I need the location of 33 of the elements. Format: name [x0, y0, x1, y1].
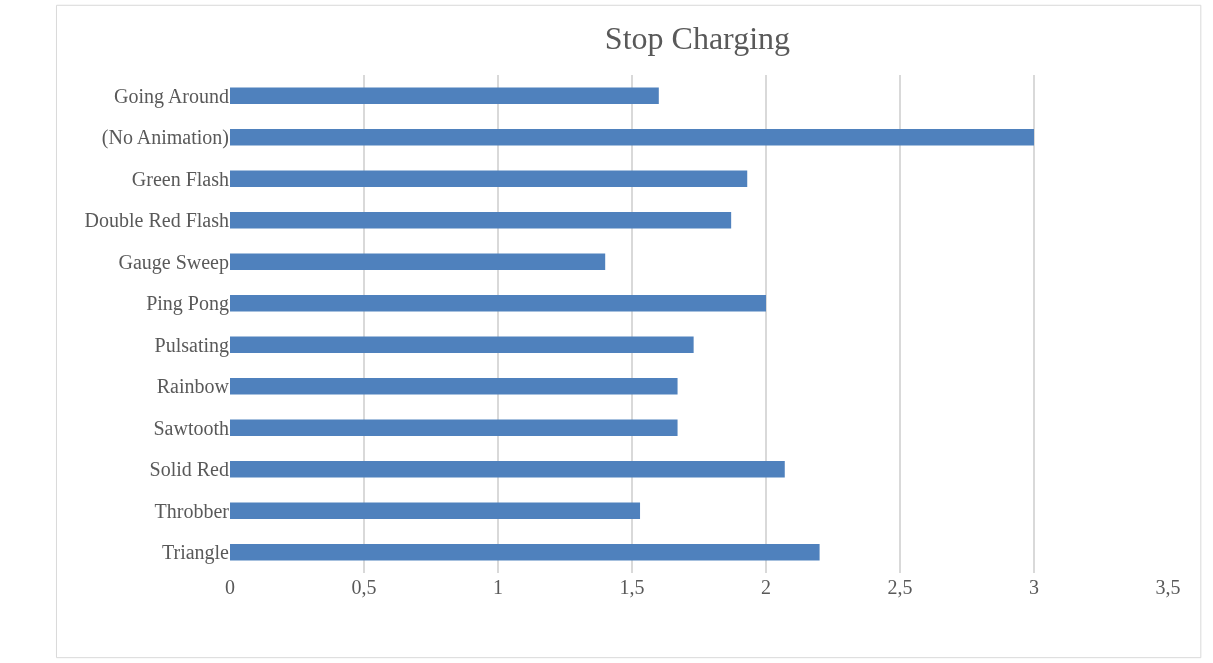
- bar: [230, 460, 785, 478]
- x-tick-label: 3,5: [1155, 576, 1181, 598]
- y-tick-label: Ping Pong: [146, 292, 229, 316]
- y-tick-label: Triangle: [161, 541, 230, 565]
- bar: [230, 294, 766, 312]
- bar: [230, 336, 694, 354]
- x-tick-label: 0: [225, 576, 235, 598]
- y-tick-label: Pulsating: [154, 333, 229, 357]
- bar: [230, 211, 732, 229]
- x-tick-label: 2: [761, 576, 771, 598]
- chart-title: Stop Charging: [604, 19, 791, 56]
- y-tick-label: (No Animation): [101, 126, 229, 150]
- bar: [230, 128, 1034, 146]
- x-tick-label: 0,5: [351, 576, 377, 598]
- x-tick-label: 1: [493, 576, 503, 598]
- x-tick-label: 1,5: [619, 576, 645, 598]
- bar: [230, 419, 678, 437]
- bar: [230, 502, 641, 520]
- bar: [230, 253, 606, 271]
- bar: [230, 170, 748, 188]
- y-tick-label: Green Flash: [131, 167, 229, 190]
- y-tick-label: Going Around: [114, 84, 229, 108]
- y-tick-label: Sawtooth: [153, 416, 229, 439]
- bar: [230, 543, 820, 561]
- y-tick-label: Rainbow: [156, 375, 230, 398]
- x-tick-label: 3: [1029, 576, 1039, 598]
- bar: [230, 87, 659, 105]
- y-tick-label: Solid Red: [149, 458, 229, 481]
- y-tick-label: Double Red Flash: [84, 209, 229, 232]
- x-tick-label: 2,5: [887, 576, 913, 598]
- y-tick-label: Gauge Sweep: [118, 250, 229, 274]
- y-tick-label: Throbber: [154, 499, 230, 522]
- bar: [230, 377, 678, 395]
